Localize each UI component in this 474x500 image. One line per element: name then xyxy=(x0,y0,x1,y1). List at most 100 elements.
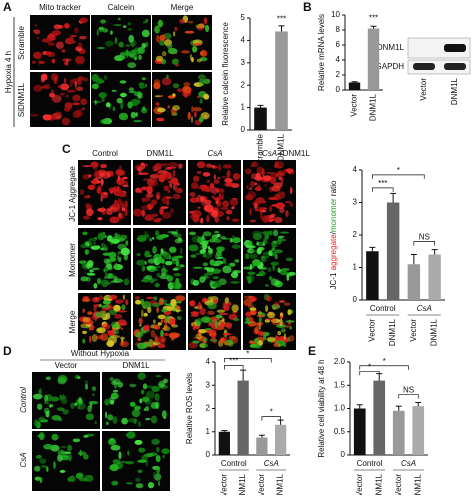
cell xyxy=(249,343,258,348)
y-tick-label: 3 xyxy=(353,198,358,207)
cell xyxy=(103,192,108,195)
cell xyxy=(175,255,184,259)
cell xyxy=(135,112,138,117)
y-tick-label: 5 xyxy=(241,13,246,22)
cell xyxy=(232,173,241,179)
cell xyxy=(86,260,94,267)
cell xyxy=(43,443,54,450)
column-label: Mito tracker xyxy=(39,3,81,12)
cell xyxy=(141,77,146,81)
cell xyxy=(112,416,118,424)
cell xyxy=(169,208,174,214)
cell xyxy=(222,258,227,264)
cell xyxy=(38,432,45,441)
cell xyxy=(110,321,118,329)
bar xyxy=(353,408,366,455)
y-axis-label: Relative ROS levels xyxy=(185,373,194,444)
cell xyxy=(262,175,272,181)
cell xyxy=(94,99,97,105)
cell xyxy=(267,267,272,272)
cell xyxy=(288,335,295,342)
cell xyxy=(269,205,272,212)
cell xyxy=(196,161,206,169)
cell xyxy=(101,96,105,102)
cell xyxy=(176,88,183,93)
cell xyxy=(251,161,259,168)
cell xyxy=(229,238,233,243)
x-tick-label: DNM1L xyxy=(388,318,397,346)
cell xyxy=(127,418,138,423)
y-axis-label: Relative mRNA levels xyxy=(317,14,326,91)
cell xyxy=(60,455,70,461)
cell xyxy=(85,325,89,329)
cell xyxy=(203,17,208,25)
y-tick-label: 10 xyxy=(331,10,340,19)
cell xyxy=(97,184,103,189)
cell xyxy=(82,174,90,180)
cell xyxy=(63,77,67,84)
cell xyxy=(127,62,137,69)
cell xyxy=(159,207,164,215)
cell xyxy=(91,267,100,271)
y-axis-label-part: monomer xyxy=(329,198,338,232)
cell xyxy=(210,282,221,288)
cell xyxy=(159,163,170,167)
bar xyxy=(412,406,425,455)
cell xyxy=(162,211,172,219)
cell xyxy=(195,23,206,29)
cell xyxy=(252,230,263,237)
cell xyxy=(194,111,197,118)
cell xyxy=(60,397,68,405)
cell xyxy=(148,215,151,222)
x-tick-label: Scramble xyxy=(256,133,265,167)
cell xyxy=(203,93,210,100)
cell xyxy=(213,174,216,180)
cell xyxy=(202,243,208,250)
x-tick-label: Vector xyxy=(219,474,228,495)
cell xyxy=(60,445,67,449)
row-label: SiDNM1L xyxy=(17,82,26,117)
cell xyxy=(145,42,149,47)
cell xyxy=(206,186,211,193)
cell xyxy=(59,469,66,473)
panel-letter: D xyxy=(3,344,12,358)
cell xyxy=(141,42,147,49)
cell xyxy=(80,243,88,249)
cell xyxy=(231,304,239,313)
group-label: CsA xyxy=(401,459,416,468)
cell xyxy=(201,50,204,56)
cell xyxy=(79,35,87,40)
cell xyxy=(265,284,269,288)
cell xyxy=(142,325,150,332)
column-label: CsA xyxy=(262,149,277,158)
cell xyxy=(79,17,88,23)
cell xyxy=(285,320,295,323)
cell xyxy=(157,343,166,349)
cell xyxy=(68,453,72,462)
cell xyxy=(125,482,134,485)
cell xyxy=(256,248,262,255)
cell xyxy=(192,42,203,46)
cell xyxy=(142,21,147,24)
y-axis-label-part: / xyxy=(329,231,338,234)
cell xyxy=(124,200,128,209)
cell xyxy=(192,323,196,331)
cell xyxy=(98,295,104,301)
cell xyxy=(255,172,261,179)
cell xyxy=(172,183,178,191)
cell xyxy=(272,263,275,271)
cell xyxy=(120,336,125,340)
band xyxy=(444,44,466,52)
cell xyxy=(155,230,160,237)
cell xyxy=(100,163,108,169)
row-label: Merge xyxy=(68,310,77,333)
cell xyxy=(167,190,171,193)
cell xyxy=(152,213,159,217)
row-label: Monomer xyxy=(68,243,77,277)
cell xyxy=(141,396,150,403)
cell xyxy=(123,253,128,261)
cell xyxy=(161,51,167,57)
cell xyxy=(46,466,49,472)
cell xyxy=(138,82,145,87)
cell xyxy=(154,282,160,288)
